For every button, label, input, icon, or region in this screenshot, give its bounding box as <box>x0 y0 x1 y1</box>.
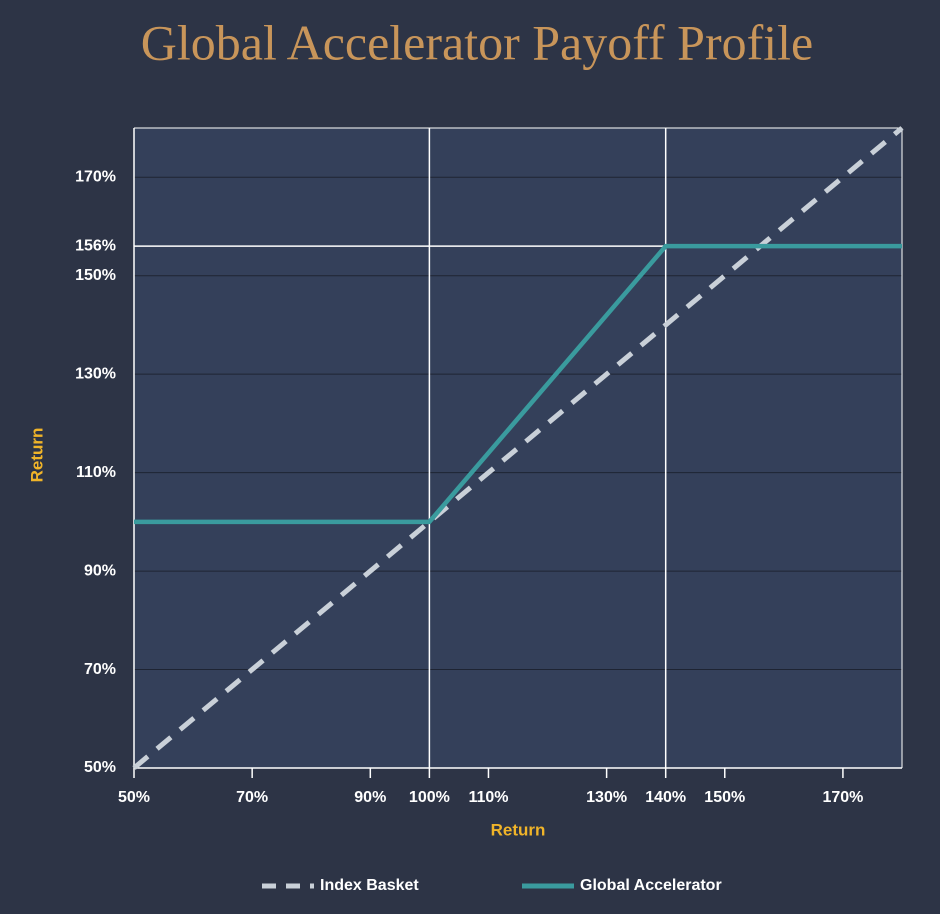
y-tick-label: 110% <box>76 464 116 481</box>
series-line <box>134 243 902 525</box>
x-tick-label: 90% <box>354 789 386 806</box>
legend-label: Global Accelerator <box>580 877 722 894</box>
y-tick-label: 170% <box>75 168 116 185</box>
x-tick-label: 50% <box>118 789 150 806</box>
x-tick-label: 100% <box>409 789 450 806</box>
y-tick-label: 130% <box>75 365 116 382</box>
x-tick-label: 110% <box>468 789 508 806</box>
x-tick-label: 70% <box>236 789 268 806</box>
y-tick-label: 150% <box>75 267 116 284</box>
x-tick-label: 170% <box>822 789 863 806</box>
x-tick-label: 150% <box>704 789 745 806</box>
y-tick-label: 70% <box>84 661 116 678</box>
y-axis-label: Return <box>27 428 46 483</box>
series-line <box>132 126 904 770</box>
y-tick-label: 90% <box>84 562 116 579</box>
x-tick-label: 140% <box>645 789 686 806</box>
y-tick-label: 156% <box>75 237 116 254</box>
x-axis-label: Return <box>491 820 546 839</box>
chart-title: Global Accelerator Payoff Profile <box>141 14 813 70</box>
y-tick-label: 50% <box>84 759 116 776</box>
x-tick-label: 130% <box>586 789 627 806</box>
legend-label: Index Basket <box>320 877 419 894</box>
